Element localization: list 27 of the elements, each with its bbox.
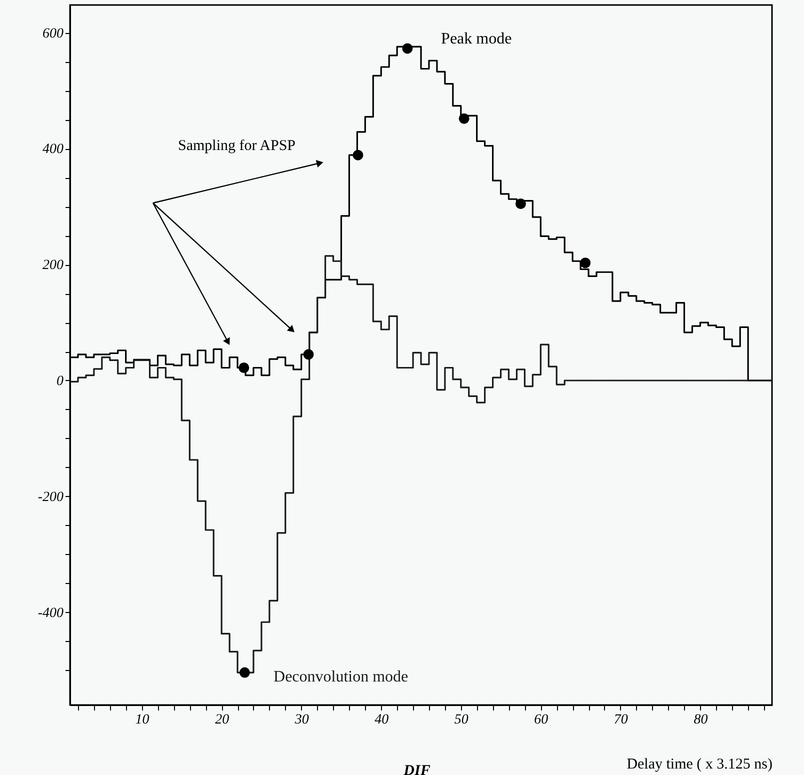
point: [238, 362, 250, 373]
x-tick-label: 50: [454, 712, 468, 728]
y-tick-label: -200: [38, 490, 64, 505]
y-tick-label: 0: [56, 374, 64, 389]
y-tick-label: -400: [38, 606, 64, 621]
x-tick-label: 70: [614, 712, 628, 728]
x-tick-label: 40: [374, 712, 389, 728]
point: [515, 198, 526, 209]
series-label: Deconvolution mode: [274, 668, 408, 686]
x-tick-label: 60: [534, 712, 548, 728]
y-tick-label: 600: [42, 26, 64, 42]
x-tick-label: 20: [215, 712, 230, 728]
annotation: Sampling for APSP: [178, 138, 296, 154]
point: [239, 667, 250, 678]
x-tick-label: 10: [135, 712, 150, 728]
y-tick-label: 400: [42, 142, 64, 158]
series-label: Peak mode: [441, 30, 512, 48]
text: DIF: [402, 763, 430, 775]
point: [352, 150, 364, 160]
point: [303, 349, 314, 360]
point: [458, 113, 470, 124]
x-axis-title: Delay time ( x 3.125 ns): [626, 756, 772, 772]
x-tick-label: 80: [694, 712, 708, 728]
point: [580, 258, 591, 268]
point: [402, 43, 413, 54]
y-tick-label: 200: [42, 258, 64, 274]
x-tick-label: 30: [294, 712, 309, 728]
